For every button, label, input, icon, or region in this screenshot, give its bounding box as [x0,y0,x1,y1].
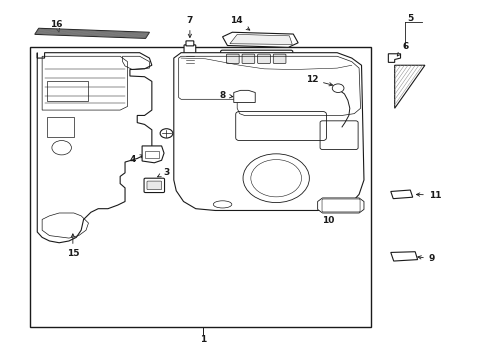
FancyBboxPatch shape [273,54,285,63]
Polygon shape [387,54,400,62]
Text: 4: 4 [130,155,143,164]
FancyBboxPatch shape [185,41,193,46]
Bar [30,47,370,327]
FancyBboxPatch shape [257,54,270,63]
Text: 12: 12 [305,75,332,86]
Polygon shape [390,252,417,261]
Polygon shape [37,53,152,243]
FancyBboxPatch shape [147,181,161,190]
Polygon shape [35,28,149,39]
Polygon shape [390,190,412,199]
FancyBboxPatch shape [242,54,254,63]
Circle shape [331,84,343,93]
Text: 8: 8 [219,91,232,100]
Text: 16: 16 [50,19,63,32]
Text: 5: 5 [407,14,412,23]
FancyBboxPatch shape [226,54,239,63]
Text: 11: 11 [416,190,440,199]
Polygon shape [222,32,298,47]
Polygon shape [229,35,292,44]
Circle shape [160,129,172,138]
Bar [47,81,88,101]
FancyBboxPatch shape [183,45,195,69]
Text: 13: 13 [195,58,219,68]
Bar [145,150,158,158]
Bar [47,117,74,137]
Text: 7: 7 [186,16,193,37]
Text: 10: 10 [322,208,337,225]
Text: 15: 15 [66,234,79,258]
Text: 3: 3 [157,168,169,177]
Text: 1: 1 [200,335,206,344]
Text: 2: 2 [176,132,194,141]
FancyBboxPatch shape [144,178,164,193]
Polygon shape [233,90,255,103]
Text: 6: 6 [396,42,407,56]
FancyBboxPatch shape [220,50,292,67]
Polygon shape [394,65,424,108]
Polygon shape [142,146,163,163]
Polygon shape [317,198,363,213]
Polygon shape [173,53,363,211]
Text: 14: 14 [229,16,249,30]
Text: 9: 9 [417,255,434,264]
FancyBboxPatch shape [185,77,193,82]
